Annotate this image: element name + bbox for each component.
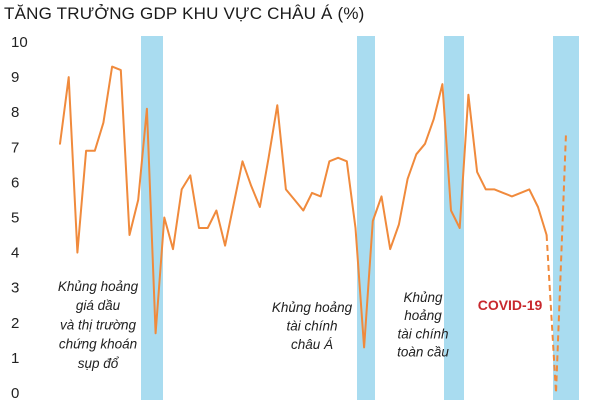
y-tick-label: 8: [11, 104, 19, 121]
period-annotations: Khủng hoảng giá dầu và thị trường chứng kho…: [58, 279, 543, 371]
projection-line: [545, 133, 567, 394]
gdp-series-line: [59, 65, 548, 349]
y-tick-label: 1: [11, 350, 19, 367]
y-tick-label: 4: [11, 245, 19, 262]
y-tick-label: 2: [11, 315, 19, 332]
shaded-band-2: [357, 36, 375, 400]
y-tick-label: 6: [11, 174, 19, 191]
y-tick-label: 7: [11, 139, 19, 156]
y-tick-label: 5: [11, 210, 19, 227]
y-tick-label: 9: [11, 69, 19, 86]
series-lines: [59, 65, 567, 394]
period-label-2: Khủng hoảng tài chính châu Á: [272, 300, 353, 352]
y-tick-label: 10: [11, 34, 28, 51]
y-tick-label: 0: [11, 385, 19, 400]
chart-title: TĂNG TRƯỞNG GDP KHU VỰC CHÂU Á (%): [4, 4, 365, 23]
y-axis: 0 1 2 3 4 5 6 7 8 9 10: [11, 34, 28, 400]
shaded-periods: [141, 36, 579, 400]
period-label-1: Khủng hoảng giá dầu và thị trường chứng kho…: [58, 279, 139, 371]
period-label-3: Khủng hoảng tài chính toàn cầu: [397, 290, 449, 360]
period-label-4: COVID-19: [478, 297, 543, 313]
y-tick-label: 3: [11, 280, 19, 297]
